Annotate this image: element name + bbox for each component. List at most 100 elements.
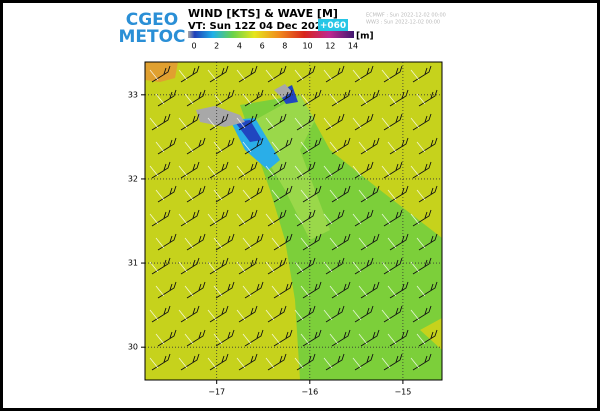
wave-arrow	[207, 117, 217, 129]
colorbar-tick-label: 6	[260, 42, 265, 51]
wave-arrow	[416, 237, 426, 249]
wave-arrow	[294, 261, 304, 273]
wave-arrow	[242, 285, 252, 297]
wave-arrow	[294, 117, 304, 129]
wave-arrow	[265, 69, 275, 81]
wave-arrow	[242, 237, 252, 249]
wave-arrow	[323, 69, 333, 81]
wave-arrow	[242, 189, 252, 201]
wave-arrow	[184, 333, 194, 345]
wave-arrow	[387, 93, 397, 105]
wave-arrow	[271, 333, 281, 345]
colorbar-ticks: 0 2 4 6 8 10 12 14	[191, 42, 358, 51]
island	[196, 106, 245, 127]
wave-arrow	[323, 309, 333, 321]
wave-arrow	[352, 357, 362, 369]
wave-arrow	[184, 93, 194, 105]
wave-arrow	[410, 261, 420, 273]
lat-label: 32	[128, 174, 138, 183]
wave-arrow	[358, 333, 368, 345]
wave-arrow	[352, 309, 362, 321]
wave-arrow	[236, 357, 246, 369]
wave-arrow	[387, 189, 397, 201]
wave-arrow	[323, 117, 333, 129]
wave-arrow	[178, 69, 188, 81]
wave-arrow	[300, 141, 310, 153]
wave-arrow	[236, 213, 246, 225]
wave-arrow	[358, 285, 368, 297]
wave-arrow	[329, 141, 339, 153]
wave-arrow	[155, 141, 165, 153]
title: WIND [KTS] & WAVE [M]	[188, 7, 338, 20]
wave-arrow	[265, 261, 275, 273]
wave-arrow	[155, 237, 165, 249]
colorbar-tick-label: 12	[325, 42, 335, 51]
wave-arrow	[410, 213, 420, 225]
colorbar-tick-label: 2	[214, 42, 219, 51]
wave-arrow	[329, 93, 339, 105]
wave-arrow	[178, 165, 188, 177]
run-info: WW3 : Sun 2022-12-02 00:00	[366, 20, 440, 26]
wave-arrow	[352, 117, 362, 129]
lat-label: 33	[128, 90, 138, 99]
lat-label: 30	[128, 343, 138, 352]
wave-arrow	[329, 189, 339, 201]
wave-arrow	[265, 213, 275, 225]
wave-arrow	[416, 93, 426, 105]
wave-arrow	[271, 285, 281, 297]
wave-arrow	[294, 69, 304, 81]
wave-arrow	[155, 285, 165, 297]
wave-arrow	[242, 141, 252, 153]
wave-arrow	[242, 93, 252, 105]
wave-arrow	[381, 165, 391, 177]
wave-arrow	[271, 237, 281, 249]
wave-arrow	[149, 165, 159, 177]
wave-arrow	[236, 117, 246, 129]
wave-arrow	[213, 93, 223, 105]
wave-arrow	[184, 285, 194, 297]
map-border	[144, 61, 443, 381]
wave-arrow	[271, 93, 281, 105]
wave-arrow	[207, 357, 217, 369]
wave-arrow	[236, 261, 246, 273]
wave-arrow	[294, 213, 304, 225]
wave-zone	[235, 120, 262, 142]
wave-arrow	[410, 357, 420, 369]
wave-arrow	[149, 357, 159, 369]
valid-time: VT: Sun 12Z 04 Dec 2022	[188, 21, 329, 32]
lead-badge	[318, 19, 348, 31]
wave-arrow	[323, 261, 333, 273]
wave-arrow	[178, 357, 188, 369]
lead-time: +060	[320, 21, 346, 31]
wave-arrow	[213, 285, 223, 297]
wave-arrow	[207, 165, 217, 177]
wave-arrow	[387, 141, 397, 153]
wave-arrow	[265, 117, 275, 129]
wave-arrow	[323, 213, 333, 225]
wave-arrow	[416, 189, 426, 201]
wave-arrow	[271, 141, 281, 153]
wave-arrow	[149, 309, 159, 321]
wave-arrow	[213, 141, 223, 153]
wave-arrow	[410, 69, 420, 81]
wave-zone	[255, 95, 330, 240]
wave-arrow	[410, 309, 420, 321]
wave-arrow	[149, 213, 159, 225]
wave-arrow	[300, 93, 310, 105]
wave-arrow	[149, 261, 159, 273]
wave-arrow	[381, 261, 391, 273]
logo-line: CGEO	[126, 10, 179, 30]
wave-arrow	[207, 309, 217, 321]
wave-arrow	[178, 213, 188, 225]
wave-arrow	[323, 165, 333, 177]
wave-arrow	[329, 237, 339, 249]
colorbar	[188, 31, 354, 38]
wave-arrow	[387, 333, 397, 345]
wave-arrow	[387, 237, 397, 249]
wave-arrow	[242, 333, 252, 345]
wave-arrow	[271, 189, 281, 201]
wave-arrow	[358, 189, 368, 201]
colorbar-unit: [m]	[356, 32, 374, 42]
wave-arrow	[184, 189, 194, 201]
